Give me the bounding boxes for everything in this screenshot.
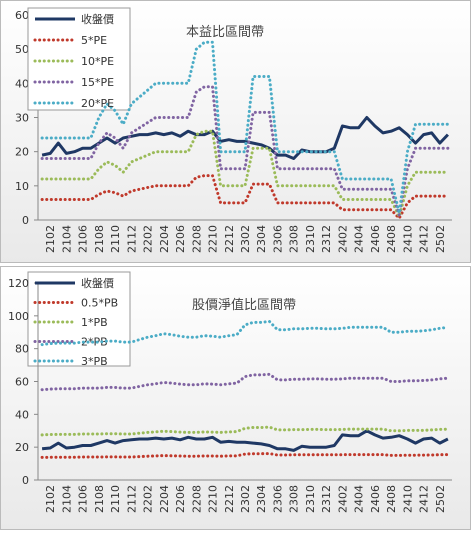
series-line	[40, 452, 450, 459]
x-tick-label: 2412	[418, 485, 431, 513]
y-tick-label: 60	[15, 9, 29, 22]
x-tick-label: 2308	[288, 225, 301, 253]
x-tick-label: 2210	[207, 225, 220, 253]
x-tick-label: 2210	[207, 485, 220, 513]
chart-title: 本益比區間帶	[186, 25, 264, 40]
x-tick-label: 2104	[60, 225, 73, 253]
x-tick-label: 2202	[142, 225, 155, 253]
series-line	[40, 425, 450, 437]
y-tick-label: 40	[15, 408, 29, 421]
x-tick-label: 2204	[158, 485, 171, 513]
x-tick-label: 2312	[320, 485, 333, 513]
legend-box	[27, 271, 131, 367]
series-line	[40, 129, 450, 219]
x-tick-label: 2408	[385, 225, 398, 253]
x-tick-label: 2102	[44, 225, 57, 253]
y-tick-label: 20	[15, 441, 29, 454]
x-tick-label: 2402	[336, 225, 349, 253]
x-tick-label: 2108	[93, 485, 106, 513]
legend-label: 1*PB	[81, 316, 108, 329]
x-tick-label: 2110	[109, 225, 122, 253]
series-line	[40, 372, 450, 392]
y-tick-label: 100	[8, 310, 29, 323]
series-line	[41, 429, 449, 452]
x-tick-label: 2102	[44, 485, 57, 513]
x-tick-label: 2304	[255, 225, 268, 253]
x-tick-label: 2108	[93, 225, 106, 253]
legend-label: 10*PE	[81, 55, 114, 68]
legend-label: 5*PE	[81, 34, 107, 47]
x-tick-label: 2110	[109, 485, 122, 513]
x-tick-label: 2208	[190, 225, 203, 253]
x-tick-label: 2406	[369, 225, 382, 253]
y-tick-label: 80	[15, 343, 29, 356]
chart-title: 股價淨值比區間帶	[192, 297, 296, 313]
x-tick-label: 2212	[223, 485, 236, 513]
legend-label: 收盤價	[81, 12, 114, 26]
x-tick-label: 2212	[223, 225, 236, 253]
x-tick-label: 2404	[353, 225, 366, 253]
y-tick-label: 0	[22, 474, 29, 487]
legend-label: 0.5*PB	[81, 297, 118, 310]
x-tick-label: 2410	[401, 485, 414, 513]
legend-label: 15*PE	[81, 76, 114, 89]
x-tick-label: 2312	[320, 225, 333, 253]
legend-label: 收盤價	[81, 276, 114, 290]
legend-label: 20*PE	[81, 97, 114, 110]
series-line	[40, 85, 450, 217]
x-tick-label: 2208	[190, 485, 203, 513]
y-tick-label: 0	[22, 214, 29, 227]
legend-label: 2*PB	[81, 336, 108, 349]
x-tick-label: 2310	[304, 485, 317, 513]
x-tick-label: 2106	[77, 225, 90, 253]
x-tick-label: 2302	[239, 225, 252, 253]
x-tick-label: 2306	[271, 225, 284, 253]
x-tick-label: 2202	[142, 485, 155, 513]
x-tick-label: 2412	[418, 225, 431, 253]
y-tick-label: 30	[15, 112, 29, 125]
x-tick-label: 2206	[174, 225, 187, 253]
x-tick-label: 2112	[125, 225, 138, 253]
y-tick-label: 40	[15, 77, 29, 90]
x-tick-label: 2206	[174, 485, 187, 513]
series-line	[41, 116, 449, 160]
x-tick-label: 2308	[288, 485, 301, 513]
y-tick-label: 120	[8, 277, 29, 290]
legend-box	[27, 7, 131, 111]
series-line	[40, 174, 450, 220]
x-tick-label: 2502	[434, 225, 447, 253]
series-line	[40, 40, 450, 215]
y-tick-label: 60	[15, 376, 29, 389]
legend-label: 3*PB	[81, 355, 108, 368]
x-tick-label: 2204	[158, 225, 171, 253]
x-tick-label: 2408	[385, 485, 398, 513]
y-tick-label: 50	[15, 43, 29, 56]
y-tick-label: 20	[15, 146, 29, 159]
x-tick-label: 2302	[239, 485, 252, 513]
x-tick-label: 2106	[77, 485, 90, 513]
x-tick-label: 2410	[401, 225, 414, 253]
x-tick-label: 2112	[125, 485, 138, 513]
x-tick-label: 2402	[336, 485, 349, 513]
x-tick-label: 2104	[60, 485, 73, 513]
x-tick-label: 2310	[304, 225, 317, 253]
x-tick-label: 2502	[434, 485, 447, 513]
y-tick-label: 10	[15, 180, 29, 193]
x-tick-label: 2306	[271, 485, 284, 513]
x-tick-label: 2304	[255, 485, 268, 513]
x-tick-label: 2404	[353, 485, 366, 513]
x-tick-label: 2406	[369, 485, 382, 513]
series-line	[40, 319, 450, 347]
